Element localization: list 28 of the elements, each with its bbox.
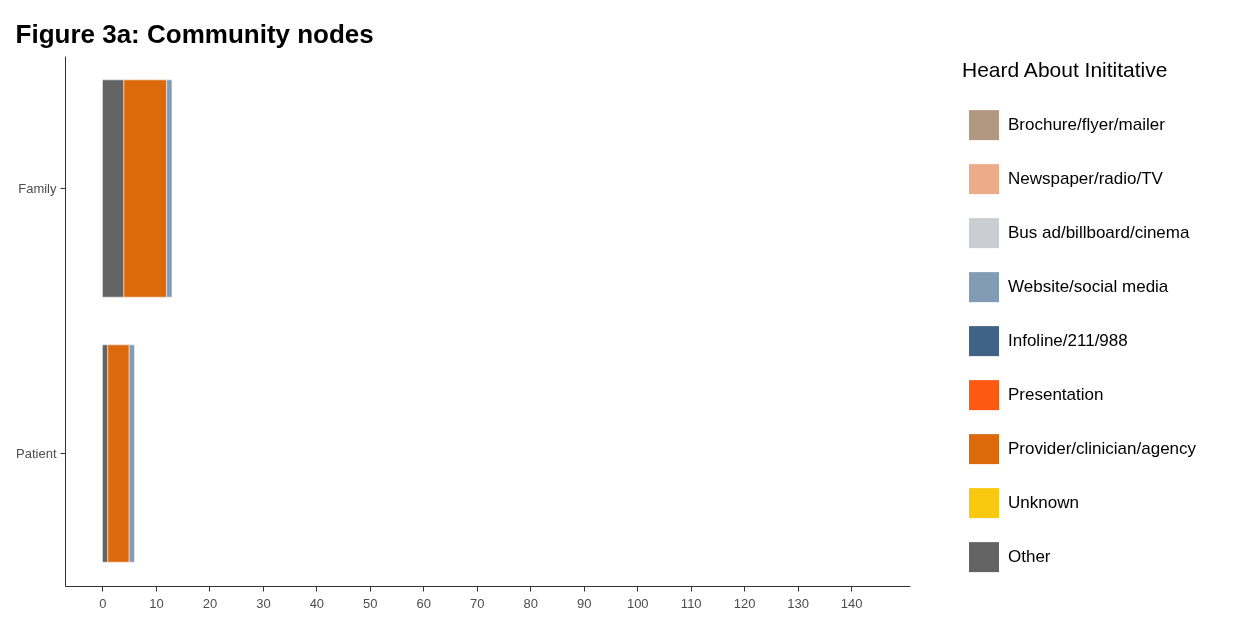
legend-label: Newspaper/radio/TV (1008, 169, 1164, 189)
x-tick-label: 110 (680, 595, 702, 611)
legend-label: Brochure/flyer/mailer (1008, 115, 1166, 135)
legend-label: Bus ad/billboard/cinema (1008, 223, 1190, 243)
x-tick-label: 0 (99, 595, 107, 611)
x-tick-label: 120 (733, 595, 756, 611)
x-tick-label: 40 (309, 595, 325, 611)
legend-title: Heard About Inititative (962, 58, 1168, 82)
x-tick-label: 130 (787, 595, 810, 611)
legend-label: Provider/clinician/agency (1008, 439, 1197, 459)
x-tick-label: 100 (626, 595, 649, 611)
y-tick-label: Family (18, 180, 57, 196)
x-tick-label: 30 (256, 595, 271, 611)
x-tick-label: 80 (523, 595, 539, 611)
x-tick-label: 50 (363, 595, 378, 611)
x-tick-label: 20 (202, 595, 218, 611)
legend-label: Other (1008, 547, 1051, 567)
x-tick-label: 90 (577, 595, 592, 611)
x-tick-label: 60 (416, 595, 432, 611)
x-tick-label: 10 (149, 595, 164, 611)
x-tick-label: 140 (840, 595, 863, 611)
legend-label: Presentation (1008, 385, 1104, 405)
legend-label: Unknown (1008, 493, 1079, 513)
x-tick-label: 70 (470, 595, 485, 611)
legend-label: Infoline/211/988 (1008, 331, 1128, 351)
y-tick-label: Patient (16, 445, 57, 461)
legend-label: Website/social media (1008, 277, 1169, 297)
chart-title: Figure 3a: Community nodes (15, 19, 374, 49)
